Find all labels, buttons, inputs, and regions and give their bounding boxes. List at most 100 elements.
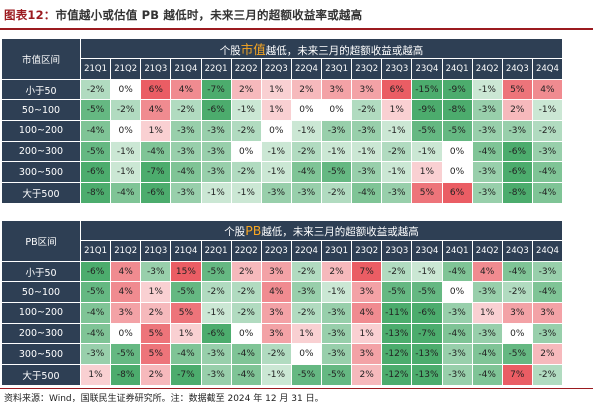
table-row: 大于500 1% -8% 2% -7% -3% -4% -1% -5% -5% 2% -12% -13%…	[2, 364, 564, 386]
value-cell: -3%	[532, 141, 564, 163]
row-label: 200~300	[2, 323, 81, 345]
value-cell: -3%	[472, 161, 503, 184]
value-cell: 3%	[261, 261, 292, 283]
value-cell: -1%	[261, 141, 292, 163]
value-cell: 4%	[110, 281, 142, 304]
value-cell: -4%	[472, 364, 503, 386]
value-cell: -1%	[381, 161, 413, 184]
value-cell: -5%	[80, 281, 112, 304]
value-cell: -4%	[472, 343, 503, 366]
value-cell: -1%	[321, 141, 353, 163]
table-row: 100~200 -4% 3% 2% 5% -1% -2% 3% -2% -3% 4% -11% -6% -…	[2, 302, 564, 324]
value-cell: 5%	[502, 79, 533, 101]
quarter-header-row: 21Q1 21Q2 21Q3 21Q4 22Q1 22Q2 22Q3 22Q4 23Q1 23Q2…	[2, 240, 564, 262]
value-cell: 4%	[351, 302, 383, 324]
value-cell: -12%	[381, 364, 413, 386]
quarter-header: 21Q3	[140, 58, 172, 80]
value-cell: -6%	[80, 261, 112, 283]
value-cell: 3%	[532, 302, 564, 324]
value-cell: 5%	[140, 323, 172, 345]
value-cell: 3%	[351, 343, 383, 366]
value-cell: -1%	[472, 79, 503, 101]
row-label: 300~500	[2, 343, 81, 366]
value-cell: 1%	[261, 79, 292, 101]
value-cell: -4%	[231, 343, 262, 366]
figure-title: 图表12：市值越小或估值 PB 越低时，未来三月的超额收益率或越高	[4, 3, 362, 27]
value-cell: -3%	[442, 302, 473, 324]
quarter-header: 24Q4	[532, 240, 564, 262]
value-cell: -1%	[261, 364, 292, 386]
value-cell: 0%	[231, 141, 262, 163]
value-cell: -5%	[170, 281, 202, 304]
quarter-header: 22Q1	[201, 240, 232, 262]
value-cell: 1%	[80, 364, 112, 386]
quarter-header: 21Q2	[110, 58, 142, 80]
value-cell: -1%	[321, 281, 353, 304]
quarter-header: 22Q2	[231, 240, 262, 262]
quarter-header: 22Q4	[291, 58, 323, 80]
value-cell: -2%	[261, 343, 292, 366]
value-cell: 1%	[291, 323, 323, 345]
value-cell: 3%	[321, 79, 353, 101]
value-cell: 0%	[291, 343, 323, 366]
market-cap-table: 市值区间 个股市值越低，未来三月的超额收益或越高 21Q1 21Q2 21Q3 21Q…	[2, 39, 564, 204]
value-cell: -2%	[502, 281, 533, 304]
value-cell: 2%	[231, 261, 262, 283]
row-label: 大于500	[2, 182, 81, 204]
value-cell: 6%	[140, 79, 172, 101]
value-cell: 0%	[291, 99, 323, 122]
value-cell: -3%	[321, 323, 353, 345]
value-cell: 2%	[140, 364, 172, 386]
value-cell: -2%	[231, 120, 262, 142]
table-row: 300~500 -6% -1% -7% -4% -3% -2% -1% -4% -5% -3% -1%…	[2, 161, 564, 184]
quarter-header: 23Q1	[321, 58, 353, 80]
value-cell: -4%	[80, 120, 112, 142]
value-cell: 3%	[502, 302, 533, 324]
value-cell: 7%	[351, 261, 383, 283]
value-cell: -1%	[261, 161, 292, 184]
value-cell: -2%	[532, 120, 564, 142]
value-cell: -2%	[231, 302, 262, 324]
quarter-header: 21Q1	[80, 58, 112, 80]
table-row: 100~200 -4% 0% 1% -3% -3% -2% 0% -1% -3% -3% -1% -5%…	[2, 120, 564, 142]
value-cell: -6%	[80, 161, 112, 184]
table-title: 个股PB越低，未来三月的超额收益或越高	[80, 221, 563, 241]
value-cell: 3%	[351, 281, 383, 304]
value-cell: -2%	[321, 182, 353, 204]
value-cell: -3%	[472, 323, 503, 345]
value-cell: 2%	[532, 343, 564, 366]
value-cell: -6%	[140, 182, 172, 204]
value-cell: -13%	[381, 323, 413, 345]
quarter-header: 21Q4	[170, 58, 202, 80]
table-title: 个股市值越低，未来三月的超额收益或越高	[80, 39, 563, 59]
value-cell: -4%	[351, 182, 383, 204]
value-cell: 0%	[442, 281, 473, 304]
value-cell: -2%	[381, 141, 413, 163]
value-cell: -1%	[201, 182, 232, 204]
value-cell: -6%	[502, 161, 533, 184]
row-label: 小于50	[2, 261, 81, 283]
value-cell: 0%	[110, 79, 142, 101]
value-cell: -4%	[170, 161, 202, 184]
row-label: 100~200	[2, 120, 81, 142]
value-cell: -3%	[201, 141, 232, 163]
value-cell: 4%	[110, 261, 142, 283]
quarter-header: 23Q3	[381, 240, 413, 262]
source-rule	[0, 388, 593, 389]
quarter-header: 23Q4	[411, 240, 443, 262]
value-cell: -4%	[80, 323, 112, 345]
value-cell: -2%	[351, 99, 383, 122]
value-cell: -7%	[201, 79, 232, 101]
quarter-header: 23Q3	[381, 58, 413, 80]
value-cell: -5%	[381, 281, 413, 304]
value-cell: -13%	[411, 364, 443, 386]
row-label: 200~300	[2, 141, 81, 163]
value-cell: -3%	[201, 161, 232, 184]
value-cell: -1%	[291, 120, 323, 142]
quarter-header: 24Q2	[472, 240, 503, 262]
value-cell: -4%	[231, 364, 262, 386]
value-cell: -13%	[411, 343, 443, 366]
value-cell: -1%	[231, 99, 262, 122]
value-cell: -8%	[502, 182, 533, 204]
value-cell: 3%	[110, 302, 142, 324]
